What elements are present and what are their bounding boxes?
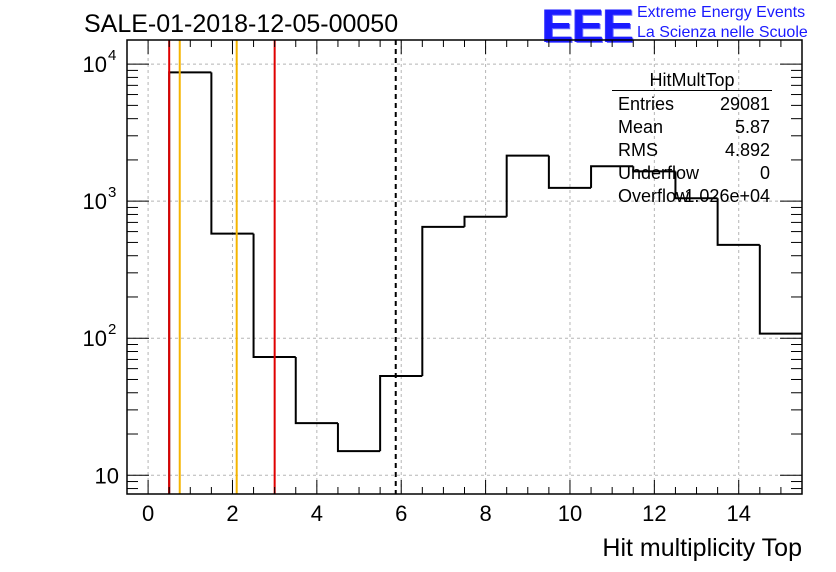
chart-title: SALE-01-2018-12-05-00050 — [84, 10, 399, 38]
stats-label: Underflow — [618, 163, 700, 183]
histogram-bin — [336, 423, 381, 453]
stats-row: Entries 29081 — [612, 93, 772, 116]
y-tick-label-exponent: 3 — [108, 184, 116, 201]
stats-title: HitMultTop — [612, 70, 772, 91]
x-axis-label: Hit multiplicity Top — [602, 534, 802, 562]
stats-label: RMS — [618, 140, 658, 160]
stats-label: Entries — [618, 94, 675, 114]
stats-value: 4.892 — [724, 140, 770, 160]
histogram-bin — [463, 215, 507, 227]
histogram-bin — [758, 244, 802, 335]
x-tick-label: 12 — [642, 501, 666, 526]
stats-value: 0 — [759, 163, 770, 183]
stats-label: Overflow — [618, 186, 690, 206]
axis-ticks — [126, 40, 803, 494]
y-tick-label: 10 — [83, 326, 107, 351]
stats-row: Underflow 0 — [612, 162, 772, 185]
y-tick-label: 10 — [95, 463, 119, 488]
marker-lines — [168, 40, 397, 494]
stats-row: Mean 5.87 — [612, 116, 772, 139]
histogram-bin — [210, 72, 254, 235]
stats-label: Mean — [618, 117, 664, 137]
histogram-bin — [168, 71, 212, 494]
stats-value: 1.026e+04 — [684, 186, 770, 206]
stats-row: RMS 4.892 — [612, 139, 772, 162]
x-tick-label: 6 — [395, 501, 407, 526]
stats-value: 5.87 — [734, 117, 770, 137]
x-tick-label: 10 — [558, 501, 582, 526]
eee-logo: EEE — [542, 0, 634, 52]
x-tick-label: 0 — [142, 501, 154, 526]
x-tick-label: 2 — [226, 501, 238, 526]
histogram-bin — [547, 155, 592, 189]
histogram-bin — [252, 233, 296, 358]
x-tick-label: 8 — [479, 501, 491, 526]
y-tick-label: 10 — [83, 52, 107, 77]
stats-value: 29081 — [719, 94, 770, 114]
histogram-bin — [716, 198, 760, 246]
x-tick-label: 14 — [726, 501, 750, 526]
logo-tagline-2: La Scienza nelle Scuole — [637, 24, 808, 41]
grid-lines — [127, 40, 802, 494]
stats-rows: Entries 29081 Mean 5.87 RMS 4.892 Underflow 0 Ov… — [612, 93, 772, 208]
x-tick-label: 4 — [311, 501, 323, 526]
stats-row: Overflow 1.026e+04 — [612, 185, 772, 208]
histogram-bin — [632, 166, 676, 173]
y-tick-label-exponent: 2 — [108, 321, 116, 338]
histogram-bin — [590, 165, 634, 188]
y-tick-label: 10 — [83, 189, 107, 214]
histogram-bin — [674, 171, 718, 200]
stats-box: HitMultTop Entries 29081 Mean 5.87 RMS 4.892 U… — [612, 70, 772, 208]
histogram-bin — [505, 154, 549, 217]
histogram-bin — [379, 375, 423, 452]
histogram-bin — [421, 225, 465, 377]
y-tick-label-exponent: 4 — [108, 47, 116, 64]
histogram-bin — [294, 356, 338, 425]
logo-tagline-1: Extreme Energy Events — [637, 4, 806, 21]
